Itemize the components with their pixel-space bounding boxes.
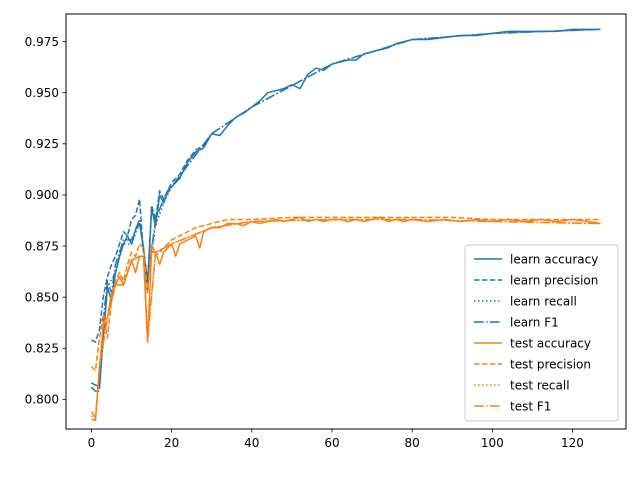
x-tick-label: 80 (405, 436, 420, 450)
y-tick-label: 0.925 (25, 137, 59, 151)
series-line-learn-recall (91, 28, 601, 388)
y-tick-label: 0.950 (25, 86, 59, 100)
series-layer (90, 28, 601, 423)
y-tick-label: 0.800 (25, 393, 59, 407)
y-tick-label: 0.850 (25, 290, 59, 304)
series-line-test-recall (90, 218, 601, 423)
legend-label: test recall (510, 378, 570, 392)
x-tick-label: 60 (324, 436, 339, 450)
legend-label: test F1 (510, 399, 551, 413)
x-tick-label: 20 (164, 436, 179, 450)
series-line-test-F1 (90, 218, 601, 419)
y-tick-label: 0.900 (25, 188, 59, 202)
axes-frame (65, 13, 627, 430)
y-axis: 0.800 0.825 0.850 0.875 0.900 0.925 0.950 0.975 (25, 35, 66, 407)
y-tick-label: 0.825 (25, 342, 59, 356)
legend-label: test precision (510, 357, 591, 371)
legend-label: learn precision (510, 273, 598, 287)
legend-label: test accuracy (510, 336, 591, 350)
legend-label: learn F1 (510, 315, 559, 329)
x-tick-label: 40 (244, 436, 259, 450)
x-tick-label: 120 (561, 436, 584, 450)
series-line-learn-precision (91, 133, 213, 343)
x-tick-label: 100 (481, 436, 504, 450)
series-line-test-accuracy (91, 216, 601, 421)
legend-label: learn recall (510, 294, 577, 308)
y-tick-label: 0.975 (25, 35, 59, 49)
x-axis: 0 20 40 60 80 100 120 (88, 429, 584, 450)
legend-label: learn accuracy (510, 252, 598, 266)
legend-box (464, 244, 619, 422)
x-tick-label: 0 (88, 436, 96, 450)
legend: learn accuracy learn precision learn recal… (464, 244, 619, 422)
y-tick-label: 0.875 (25, 239, 59, 253)
